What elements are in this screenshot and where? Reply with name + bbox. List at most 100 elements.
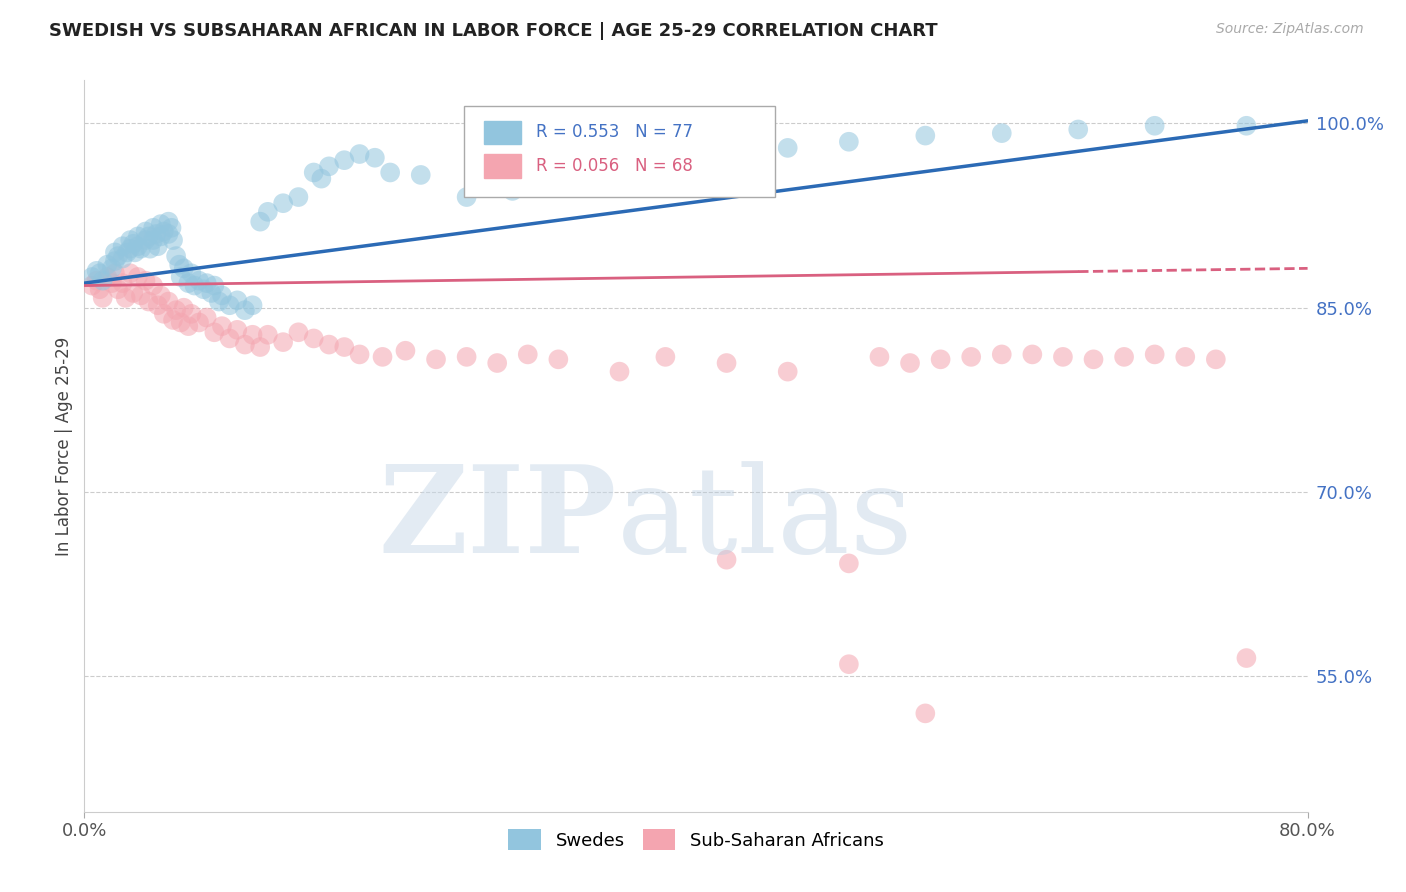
- Text: R = 0.056   N = 68: R = 0.056 N = 68: [536, 157, 693, 175]
- Point: [170, 315, 193, 329]
- Point: [129, 288, 152, 302]
- Point: [149, 217, 172, 231]
- Point: [1205, 352, 1227, 367]
- Point: [177, 276, 200, 290]
- Point: [142, 220, 165, 235]
- Point: [96, 270, 118, 285]
- Point: [776, 365, 799, 379]
- Point: [180, 266, 202, 280]
- Point: [838, 657, 860, 672]
- Point: [502, 184, 524, 198]
- Point: [333, 153, 356, 168]
- Point: [165, 249, 187, 263]
- Point: [173, 261, 195, 276]
- Text: R = 0.553   N = 77: R = 0.553 N = 77: [536, 123, 693, 141]
- Point: [127, 239, 149, 253]
- Point: [129, 242, 152, 256]
- Point: [80, 270, 103, 285]
- Bar: [484, 120, 522, 144]
- Point: [716, 153, 738, 168]
- Point: [929, 352, 952, 367]
- Point: [120, 242, 142, 256]
- Point: [211, 319, 233, 334]
- Point: [287, 190, 309, 204]
- Point: [271, 335, 294, 350]
- Point: [257, 327, 280, 342]
- Legend: Swedes, Sub-Saharan Africans: Swedes, Sub-Saharan Africans: [502, 822, 890, 857]
- Point: [1052, 350, 1074, 364]
- Point: [157, 214, 180, 228]
- Point: [153, 307, 176, 321]
- Point: [104, 254, 127, 268]
- Point: [89, 266, 111, 280]
- Point: [547, 168, 569, 182]
- Point: [145, 227, 167, 241]
- Point: [838, 135, 860, 149]
- Text: SWEDISH VS SUBSAHARAN AFRICAN IN LABOR FORCE | AGE 25-29 CORRELATION CHART: SWEDISH VS SUBSAHARAN AFRICAN IN LABOR F…: [49, 22, 938, 40]
- Point: [142, 278, 165, 293]
- Point: [226, 293, 249, 308]
- Point: [127, 270, 149, 285]
- Point: [249, 214, 271, 228]
- Point: [349, 347, 371, 361]
- Point: [371, 350, 394, 364]
- Point: [654, 350, 676, 364]
- Point: [242, 327, 264, 342]
- Point: [142, 233, 165, 247]
- Point: [380, 165, 402, 179]
- Point: [188, 274, 211, 288]
- Point: [654, 147, 676, 161]
- Point: [91, 291, 114, 305]
- Point: [960, 350, 983, 364]
- Point: [101, 276, 124, 290]
- Point: [146, 298, 169, 312]
- Point: [456, 350, 478, 364]
- Point: [153, 225, 176, 239]
- Point: [86, 264, 108, 278]
- Point: [114, 291, 136, 305]
- Point: [716, 552, 738, 566]
- Point: [302, 331, 325, 345]
- Point: [716, 356, 738, 370]
- Point: [91, 274, 114, 288]
- Point: [1143, 119, 1166, 133]
- Point: [242, 298, 264, 312]
- Point: [1236, 651, 1258, 665]
- Point: [516, 347, 538, 361]
- Point: [170, 270, 193, 285]
- Point: [162, 313, 184, 327]
- Text: Source: ZipAtlas.com: Source: ZipAtlas.com: [1216, 22, 1364, 37]
- Point: [111, 276, 134, 290]
- Point: [1174, 350, 1197, 364]
- Point: [609, 159, 631, 173]
- Point: [208, 294, 231, 309]
- Point: [991, 347, 1014, 361]
- Point: [120, 266, 142, 280]
- Point: [111, 239, 134, 253]
- Point: [80, 278, 103, 293]
- Point: [776, 141, 799, 155]
- Point: [202, 326, 225, 340]
- Point: [211, 288, 233, 302]
- Point: [287, 326, 309, 340]
- Point: [107, 282, 129, 296]
- Point: [173, 301, 195, 315]
- Point: [86, 274, 108, 288]
- Text: atlas: atlas: [616, 460, 912, 578]
- Point: [838, 557, 860, 571]
- Point: [1021, 347, 1043, 361]
- Point: [115, 245, 138, 260]
- Point: [233, 337, 256, 351]
- Point: [177, 319, 200, 334]
- Point: [188, 315, 211, 329]
- Point: [157, 227, 180, 241]
- Point: [226, 323, 249, 337]
- FancyBboxPatch shape: [464, 106, 776, 197]
- Point: [1236, 119, 1258, 133]
- Y-axis label: In Labor Force | Age 25-29: In Labor Force | Age 25-29: [55, 336, 73, 556]
- Point: [107, 249, 129, 263]
- Point: [394, 343, 416, 358]
- Point: [271, 196, 294, 211]
- Point: [157, 294, 180, 309]
- Point: [139, 242, 162, 256]
